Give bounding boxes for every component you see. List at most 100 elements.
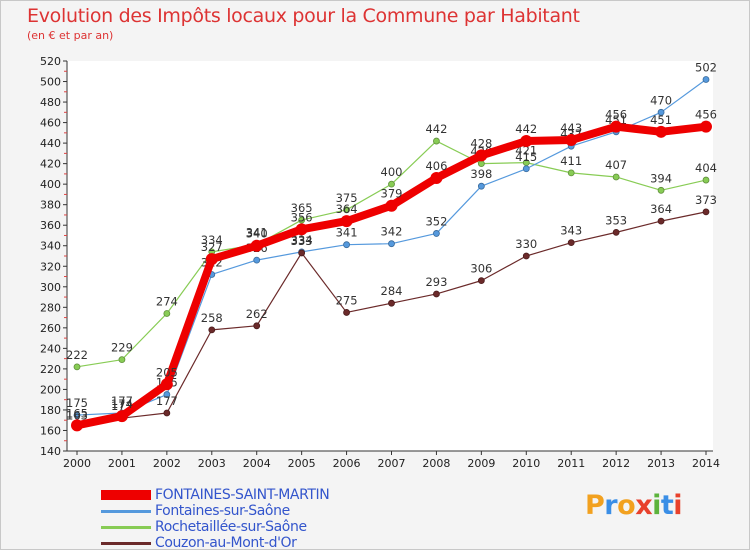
- data-point-couzon-au-mont-d-or: [253, 322, 261, 330]
- data-point-fontaines-saint-martin: [340, 215, 353, 228]
- data-point-fontaines-saint-martin: [430, 172, 443, 184]
- x-tick-label: 2013: [647, 457, 675, 470]
- data-label-fontaines-saint-martin: 443: [560, 121, 582, 135]
- y-tick-label: 240: [40, 342, 61, 355]
- y-tick-label: 440: [40, 137, 61, 150]
- x-tick-label: 2010: [512, 457, 540, 470]
- data-label-rochetaill-e-sur-sa-ne: 222: [66, 348, 88, 362]
- data-label-fontaines-saint-martin: 356: [291, 210, 313, 224]
- x-tick-label: 2009: [467, 457, 495, 470]
- brand-logo: Proxiti: [585, 490, 683, 521]
- data-label-fontaines-saint-martin: 327: [201, 240, 223, 254]
- data-label-fontaines-sur-sa-ne: 470: [650, 93, 672, 107]
- data-point-rochetaill-e-sur-sa-ne: [343, 206, 350, 214]
- legend-label: Couzon-au-Mont-d'Or: [155, 535, 297, 551]
- x-tick-label: 2008: [422, 457, 450, 470]
- data-point-couzon-au-mont-d-or: [522, 252, 530, 260]
- y-tick-label: 320: [40, 260, 61, 273]
- data-label-rochetaill-e-sur-sa-ne: 400: [381, 165, 403, 179]
- y-tick-label: 300: [40, 281, 61, 294]
- y-tick-label: 480: [40, 96, 61, 109]
- data-label-couzon-au-mont-d-or: 262: [246, 307, 268, 321]
- data-label-rochetaill-e-sur-sa-ne: 375: [336, 191, 358, 205]
- data-label-fontaines-sur-sa-ne: 352: [425, 214, 447, 228]
- x-tick-label: 2007: [378, 457, 406, 470]
- data-label-fontaines-sur-sa-ne: 398: [470, 167, 492, 181]
- data-point-couzon-au-mont-d-or: [388, 299, 395, 307]
- y-tick-label: 280: [40, 301, 61, 314]
- x-tick-label: 2004: [243, 457, 271, 470]
- legend-label: Rochetaillée-sur-Saône: [155, 519, 307, 535]
- data-label-couzon-au-mont-d-or: 275: [336, 293, 358, 307]
- data-point-fontaines-sur-sa-ne: [163, 391, 171, 398]
- data-label-couzon-au-mont-d-or: 353: [605, 213, 627, 227]
- data-label-rochetaill-e-sur-sa-ne: 394: [650, 171, 672, 185]
- data-point-rochetaill-e-sur-sa-ne: [477, 160, 485, 168]
- y-tick-label: 520: [40, 55, 61, 68]
- x-tick-label: 2005: [288, 457, 316, 470]
- chart-title: Evolution des Impôts locaux pour la Comm…: [27, 5, 580, 27]
- data-label-fontaines-sur-sa-ne: 502: [695, 60, 717, 74]
- data-label-rochetaill-e-sur-sa-ne: 341: [246, 226, 268, 240]
- brand-letter: t: [660, 490, 674, 521]
- data-point-fontaines-saint-martin: [610, 120, 623, 133]
- data-label-fontaines-saint-martin: 451: [650, 113, 672, 127]
- data-point-fontaines-sur-sa-ne: [73, 411, 81, 419]
- data-label-fontaines-sur-sa-ne: 342: [381, 225, 403, 239]
- data-label-fontaines-saint-martin: 165: [66, 406, 88, 420]
- legend-label: Fontaines-sur-Saône: [155, 503, 290, 519]
- data-point-rochetaill-e-sur-sa-ne: [163, 310, 171, 317]
- data-point-rochetaill-e-sur-sa-ne: [657, 186, 665, 194]
- data-point-couzon-au-mont-d-or: [702, 208, 710, 216]
- y-tick-label: 500: [40, 76, 61, 89]
- data-label-couzon-au-mont-d-or: 284: [381, 284, 403, 298]
- data-point-fontaines-sur-sa-ne: [253, 256, 261, 264]
- data-label-rochetaill-e-sur-sa-ne: 407: [605, 158, 627, 172]
- data-label-fontaines-saint-martin: 442: [515, 122, 537, 136]
- y-tick-label: 400: [40, 178, 61, 191]
- data-point-couzon-au-mont-d-or: [298, 249, 306, 257]
- legend-swatch: [101, 526, 151, 529]
- data-label-couzon-au-mont-d-or: 306: [470, 262, 492, 276]
- data-point-fontaines-saint-martin: [565, 134, 578, 147]
- brand-letter: P: [585, 490, 605, 521]
- data-label-fontaines-sur-sa-ne: 415: [515, 150, 537, 164]
- data-label-fontaines-saint-martin: 379: [381, 187, 403, 201]
- brand-letter: o: [617, 490, 636, 521]
- brand-letter: r: [604, 490, 618, 521]
- data-label-fontaines-saint-martin: 174: [111, 397, 133, 411]
- data-point-rochetaill-e-sur-sa-ne: [388, 180, 395, 188]
- data-label-couzon-au-mont-d-or: 163: [66, 408, 88, 422]
- brand-letter: i: [652, 490, 661, 521]
- legend-label: FONTAINES-SAINT-MARTIN: [155, 487, 330, 503]
- y-tick-label: 200: [40, 383, 61, 396]
- chart-subtitle: (en € et par an): [27, 29, 114, 42]
- data-point-fontaines-saint-martin: [250, 239, 263, 252]
- data-point-fontaines-sur-sa-ne: [343, 241, 350, 249]
- data-label-fontaines-sur-sa-ne: 341: [336, 226, 358, 240]
- y-tick-label: 260: [40, 322, 61, 335]
- data-label-fontaines-saint-martin: 205: [156, 365, 178, 379]
- data-label-rochetaill-e-sur-sa-ne: 334: [201, 233, 223, 247]
- legend-swatch: [101, 542, 151, 545]
- data-point-fontaines-sur-sa-ne: [657, 108, 665, 116]
- data-point-fontaines-saint-martin: [115, 410, 128, 423]
- data-point-couzon-au-mont-d-or: [477, 277, 485, 285]
- data-label-couzon-au-mont-d-or: 373: [695, 193, 717, 207]
- data-point-couzon-au-mont-d-or: [208, 326, 216, 334]
- data-point-fontaines-saint-martin: [385, 199, 398, 212]
- x-tick-label: 2012: [602, 457, 630, 470]
- data-point-fontaines-saint-martin: [520, 135, 533, 148]
- data-point-fontaines-sur-sa-ne: [702, 76, 710, 83]
- y-tick-label: 340: [40, 240, 61, 253]
- data-label-fontaines-saint-martin: 428: [470, 136, 492, 150]
- data-label-rochetaill-e-sur-sa-ne: 229: [111, 341, 133, 355]
- y-tick-label: 160: [40, 424, 61, 437]
- data-label-couzon-au-mont-d-or: 293: [425, 275, 447, 289]
- x-tick-label: 2002: [153, 457, 181, 470]
- y-tick-label: 360: [40, 219, 61, 232]
- data-point-fontaines-saint-martin: [71, 419, 83, 432]
- data-point-rochetaill-e-sur-sa-ne: [433, 137, 440, 145]
